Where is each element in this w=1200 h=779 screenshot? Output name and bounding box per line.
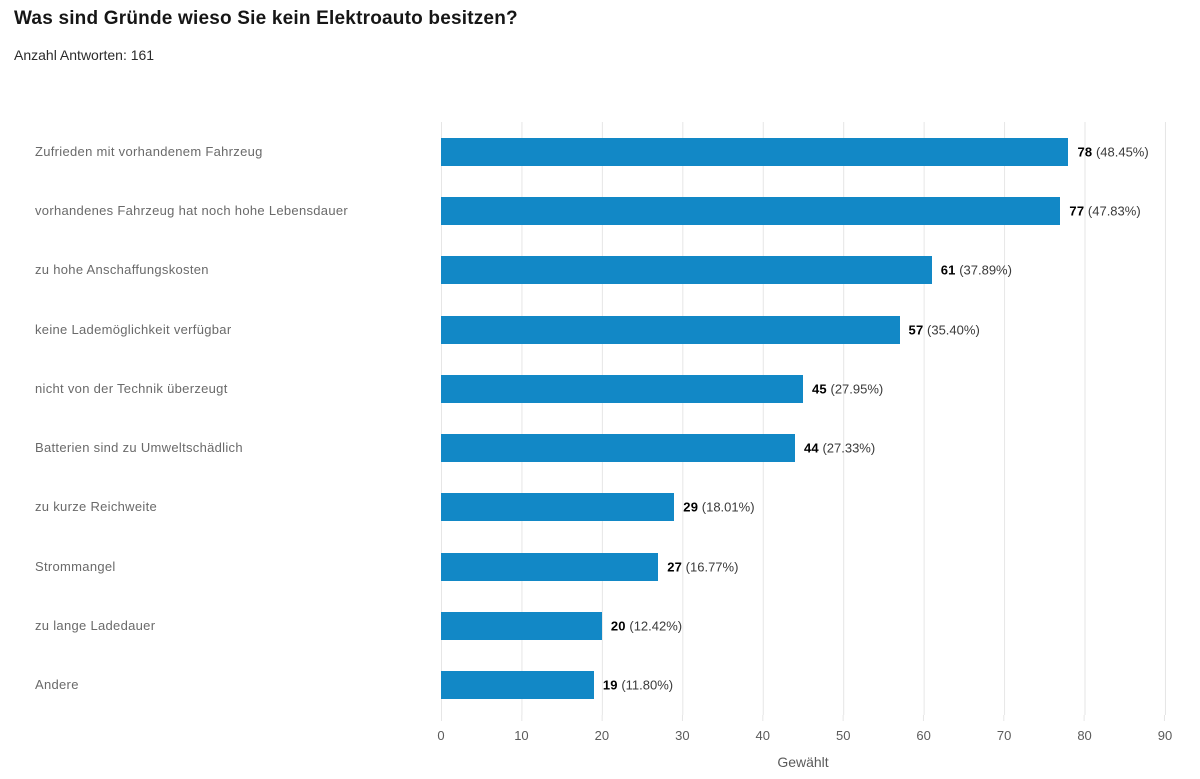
bar-value: 45 [812,381,827,397]
category-label: Batterien sind zu Umweltschädlich [35,440,243,456]
category-label: zu kurze Reichweite [35,499,158,515]
bar [441,612,602,641]
x-axis-tick-label: 60 [916,727,931,743]
bar [441,374,803,403]
bar-track: 78 (48.45%) [441,122,1166,182]
bar-percent: (47.83%) [1084,203,1141,219]
bar-value: 77 [1069,203,1085,219]
x-axis-tick-label: 20 [594,727,610,743]
bar-track: 77 (47.83%) [441,181,1166,241]
bar-track: 19 (11.80%) [441,655,1166,715]
bar-value: 29 [683,499,699,515]
category-label: zu lange Ladedauer [35,618,156,634]
x-axis-tick-label: 70 [996,727,1012,743]
bar [441,315,900,344]
x-axis-tick-label: 40 [755,727,770,743]
bar-value: 57 [908,322,924,338]
category-label: Strommangel [35,558,116,574]
bar-value-label: 78 (48.45%) [1077,144,1148,159]
chart-rows: Zufrieden mit vorhandenem Fahrzeug 78 (48… [0,122,1200,715]
bar-value: 27 [667,559,683,575]
chart-row: nicht von der Technik überzeugt 45 (27.95… [0,359,1200,419]
page-title: Was sind Gründe wieso Sie kein Elektroau… [14,8,518,29]
bar [441,256,932,285]
bar-percent: (37.89%) [955,262,1012,278]
answers-count: Anzahl Antworten: 161 [14,47,155,63]
category-label: zu hohe Anschaffungskosten [35,262,209,278]
bar-value-label: 61 (37.89%) [941,263,1012,278]
bar-percent: (16.77%) [682,559,739,575]
chart-row: Batterien sind zu Umweltschädlich 44 (27.… [0,418,1200,478]
bar [441,434,795,463]
bar-percent: (48.45%) [1092,144,1149,160]
chart-row: zu kurze Reichweite 29 (18.01%) [0,477,1200,538]
bar [441,552,659,581]
bar-track: 27 (16.77%) [441,537,1166,597]
chart-row: keine Lademöglichkeit verfügbar 57 (35.40… [0,299,1200,360]
x-axis-ticks [441,714,1165,721]
x-axis-tick-label: 50 [835,727,851,743]
x-axis-tick-labels: 0 10 20 30 40 50 60 70 80 90 [437,727,1172,744]
bar-track: 45 (27.95%) [441,359,1166,419]
x-axis-tick-label: 90 [1157,727,1173,743]
bar-chart: Zufrieden mit vorhandenem Fahrzeug 78 (48… [0,122,1200,770]
bar-percent: (18.01%) [698,499,755,515]
bar-track: 57 (35.40%) [441,299,1166,360]
x-axis: 0 10 20 30 40 50 60 70 80 90 Gewählt [437,714,1172,770]
chart-row: Andere 19 (11.80%) [0,655,1200,715]
category-label: Zufrieden mit vorhandenem Fahrzeug [35,143,263,159]
bar [441,196,1061,225]
x-axis-title: Gewählt [777,753,829,770]
bar [441,493,675,522]
bar-percent: (12.42%) [625,618,683,634]
bar-value-label: 20 (12.42%) [611,619,682,634]
bar-track: 20 (12.42%) [441,596,1166,656]
chart-row: vorhandenes Fahrzeug hat noch hohe Leben… [0,181,1200,241]
bar-percent: (11.80%) [617,677,674,693]
chart-row: zu hohe Anschaffungskosten 61 (37.89%) [0,240,1200,300]
bar-value-label: 29 (18.01%) [683,500,754,515]
bar-percent: (35.40%) [923,322,980,338]
bar-value-label: 27 (16.77%) [667,559,738,574]
x-axis-tick-label: 10 [514,727,529,743]
bar-track: 61 (37.89%) [441,240,1166,300]
x-axis-tick-label: 80 [1077,727,1092,743]
bar-value-label: 45 (27.95%) [812,381,883,396]
bar-value: 44 [803,440,819,456]
chart-row: zu lange Ladedauer 20 (12.42%) [0,596,1200,656]
x-axis-tick-label: 30 [675,727,690,743]
bar-value: 78 [1077,144,1093,160]
bar-percent: (27.33%) [818,440,876,456]
bar-value-label: 19 (11.80%) [603,678,673,693]
category-label: Andere [35,677,79,693]
category-label: keine Lademöglichkeit verfügbar [35,321,232,337]
bar [441,671,594,700]
category-label: nicht von der Technik überzeugt [35,380,228,396]
chart-row: Strommangel 27 (16.77%) [0,537,1200,597]
bar-value: 20 [610,618,626,634]
x-axis-tick-label: 0 [437,727,445,743]
bar-value: 61 [940,262,956,278]
category-label: vorhandenes Fahrzeug hat noch hohe Leben… [35,202,349,218]
bar-track: 44 (27.33%) [441,418,1166,478]
bar-value-label: 77 (47.83%) [1069,203,1140,218]
bar [441,137,1069,166]
bar-track: 29 (18.01%) [441,477,1166,538]
chart-row: Zufrieden mit vorhandenem Fahrzeug 78 (48… [0,122,1200,182]
bar-value-label: 44 (27.33%) [804,441,875,456]
bar-percent: (27.95%) [826,381,884,397]
bar-value: 19 [602,677,618,693]
bar-value-label: 57 (35.40%) [909,322,980,337]
